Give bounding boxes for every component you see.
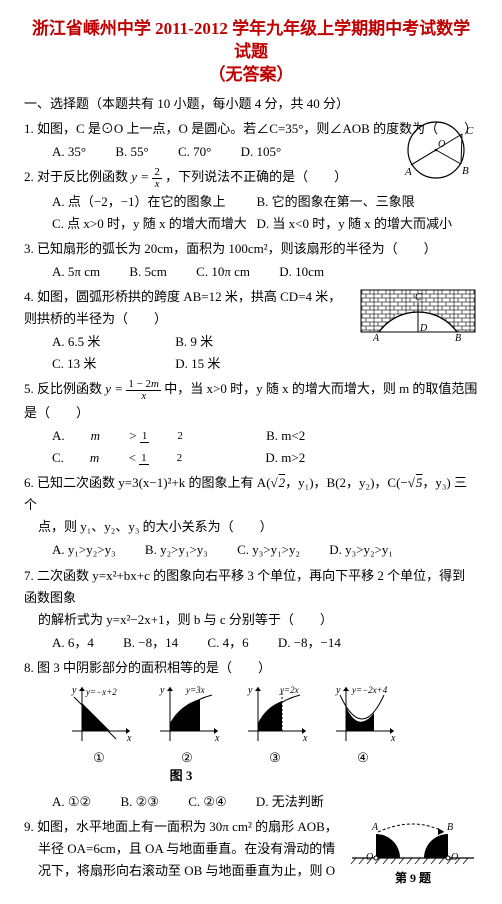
svg-text:y: y [247,685,253,696]
q6-p1: 6. 已知二次函数 y=3(x−1)²+k 的图象上有 A( [24,475,271,490]
f2: y=3x [185,685,205,695]
fig9-caption: 第 9 题 [348,868,478,888]
question-4: A B C D 4. 如图，圆弧形桥拱的跨度 AB=12 米，拱高 CD=4 米… [24,286,478,375]
q7-options: A. 6，4 B. −8，14 C. 4，6 D. −8，−14 [24,632,478,654]
q4-d: D. 15 米 [175,353,220,375]
label-o: O [438,139,445,150]
q5-b: B. m<2 [266,425,305,447]
q6-c: C. y₃>y₁>y₂ [237,539,300,561]
q2-a: A. 点（−2，−1）在它的图象上 [52,191,256,213]
title-line-1: 浙江省嵊州中学 2011-2012 学年九年级上学期期中考试数学试题 [24,18,478,64]
l-a: A [371,822,379,833]
l-o: O [366,852,373,863]
q7-line2: 的解析式为 y=x²−2x+1，则 b 与 c 分别等于（ ） [24,609,478,631]
chart-3: x y y=2x [240,683,310,745]
q8-b: B. ②③ [120,791,158,813]
q4-b: B. 9 米 [175,331,213,353]
svg-text:y: y [335,685,341,696]
q6-a: A. y₁>y₂>y₃ [52,539,116,561]
question-2: 2. 对于反比例函数 y = 2x ，下列说法不正确的是（ ） A. 点（−2，… [24,166,478,235]
question-6: 6. 已知二次函数 y=3(x−1)²+k 的图象上有 A(√2，y₁)，B(2… [24,472,478,561]
q8-charts: x y y=−x+2 x y y=3x x y y=2x [24,683,478,745]
exam-title: 浙江省嵊州中学 2011-2012 学年九年级上学期期中考试数学试题 （无答案） [24,18,478,87]
q6-line2: 点，则 y₁、y₂、y₃ 的大小关系为（ ） [24,516,478,538]
title-line-2: （无答案） [24,64,478,87]
q3-a: A. 5π cm [52,261,100,283]
q5-c: C. m < 12 [52,447,236,469]
chart-2: x y y=3x [152,683,222,745]
f4: y=−2x+4 [351,685,388,695]
q3-d: D. 10cm [279,261,324,283]
figure-q9: A O O B 第 9 题 [348,810,478,888]
q2-formula: y = [131,169,152,184]
q6-line1: 6. 已知二次函数 y=3(x−1)²+k 的图象上有 A(√2，y₁)，B(2… [24,472,478,516]
lab4: ④ [328,747,398,769]
question-5: 5. 反比例函数 y = 1 − 2mx 中，当 x>0 时，y 随 x 的增大… [24,378,478,469]
svg-text:x: x [302,733,308,744]
q2-d: D. 当 x<0 时，y 随 x 的增大而减小 [256,213,460,235]
question-3: 3. 已知扇形的弧长为 20cm，面积为 100cm²，则该扇形的半径为（ ） … [24,238,478,283]
q4-text: 4. 如图，圆弧形桥拱的跨度 AB=12 米，拱高 CD=4 米，则拱桥的半径为… [24,286,354,330]
q6-b: B. y₂>y₁>y₃ [145,539,208,561]
svg-text:y: y [159,685,165,696]
label-c4: C [415,292,422,303]
l-b: B [447,822,453,833]
q3-text: 3. 已知扇形的弧长为 20cm，面积为 100cm²，则该扇形的半径为（ ） [24,238,478,260]
q2-c: C. 点 x>0 时，y 随 x 的增大而增大 [52,213,256,235]
q8-c: C. ②④ [188,791,226,813]
lab1: ① [64,747,134,769]
q3-options: A. 5π cm B. 5cm C. 10π cm D. 10cm [24,261,478,283]
question-8: 8. 图 3 中阴影部分的面积相等的是（ ） x y y=−x+2 x y y=… [24,657,478,813]
q2-b: B. 它的图象在第一、三象限 [256,191,460,213]
q2-fraction: 2x [152,167,162,190]
lab3: ③ [240,747,310,769]
q3-b: B. 5cm [129,261,167,283]
q5-d: D. m>2 [265,447,305,469]
svg-text:y: y [71,685,77,696]
q4-c: C. 13 米 [52,353,172,375]
q8-d: D. 无法判断 [256,791,324,813]
q7-d: D. −8，−14 [278,632,341,654]
q3-c: C. 10π cm [196,261,250,283]
q1-c: C. 70° [178,141,211,163]
q7-a: A. 6，4 [52,632,94,654]
q6-d: D. y₃>y₂>y₁ [329,539,393,561]
figure-q4: A B C D [358,286,478,342]
f3: y=2x [279,685,299,695]
question-1: A B C O 1. 如图，C 是⊙O 上一点，O 是圆心。若∠C=35°，则∠… [24,118,478,163]
q2-suffix: ，下列说法不正确的是（ ） [165,169,347,184]
q8-text: 8. 图 3 中阴影部分的面积相等的是（ ） [24,657,478,679]
q1-a: A. 35° [52,141,86,163]
q7-line1: 7. 二次函数 y=x²+bx+c 的图象向右平移 3 个单位，再向下平移 2 … [24,565,478,609]
svg-text:x: x [214,733,220,744]
q2-options: A. 点（−2，−1）在它的图象上 B. 它的图象在第一、三象限 C. 点 x>… [24,191,478,235]
q6-p2: ，y₁)，B(2，y₂)，C(− [285,475,408,490]
q5-fraction: 1 − 2mx [126,379,161,402]
q7-c: C. 4，6 [207,632,248,654]
label-d4: D [419,323,428,334]
question-7: 7. 二次函数 y=x²+bx+c 的图象向右平移 3 个单位，再向下平移 2 … [24,565,478,654]
chart-1: x y y=−x+2 [64,683,134,745]
svg-text:x: x [390,733,396,744]
label-b4: B [455,333,461,342]
q5-y: y = [105,381,126,396]
q1-d: D. 105° [241,141,282,163]
l-o2: O [451,852,458,863]
svg-text:x: x [126,733,132,744]
q1-b: B. 55° [115,141,148,163]
q5-options: A. m > 12 B. m<2 C. m < 12 D. m>2 [24,425,478,469]
q6-options: A. y₁>y₂>y₃ B. y₂>y₁>y₃ C. y₃>y₁>y₂ D. y… [24,539,478,561]
q5-prefix: 5. 反比例函数 [24,381,105,396]
question-9: A O O B 第 9 题 9. 如图，水平地面上有一面积为 30π cm² 的… [24,816,478,882]
label-a4: A [372,333,380,342]
chart-4: x y y=−2x+4 [328,683,398,745]
label-c: C [466,125,474,137]
q4-options: A. 6.5 米 B. 9 米 C. 13 米 D. 15 米 [24,331,352,375]
q7-b: B. −8，14 [123,632,178,654]
q5-a: A. m > 12 [52,425,237,447]
f1: y=−x+2 [85,687,117,697]
q2-prefix: 2. 对于反比例函数 [24,169,131,184]
q8-a: A. ①② [52,791,91,813]
q4-a: A. 6.5 米 [52,331,172,353]
